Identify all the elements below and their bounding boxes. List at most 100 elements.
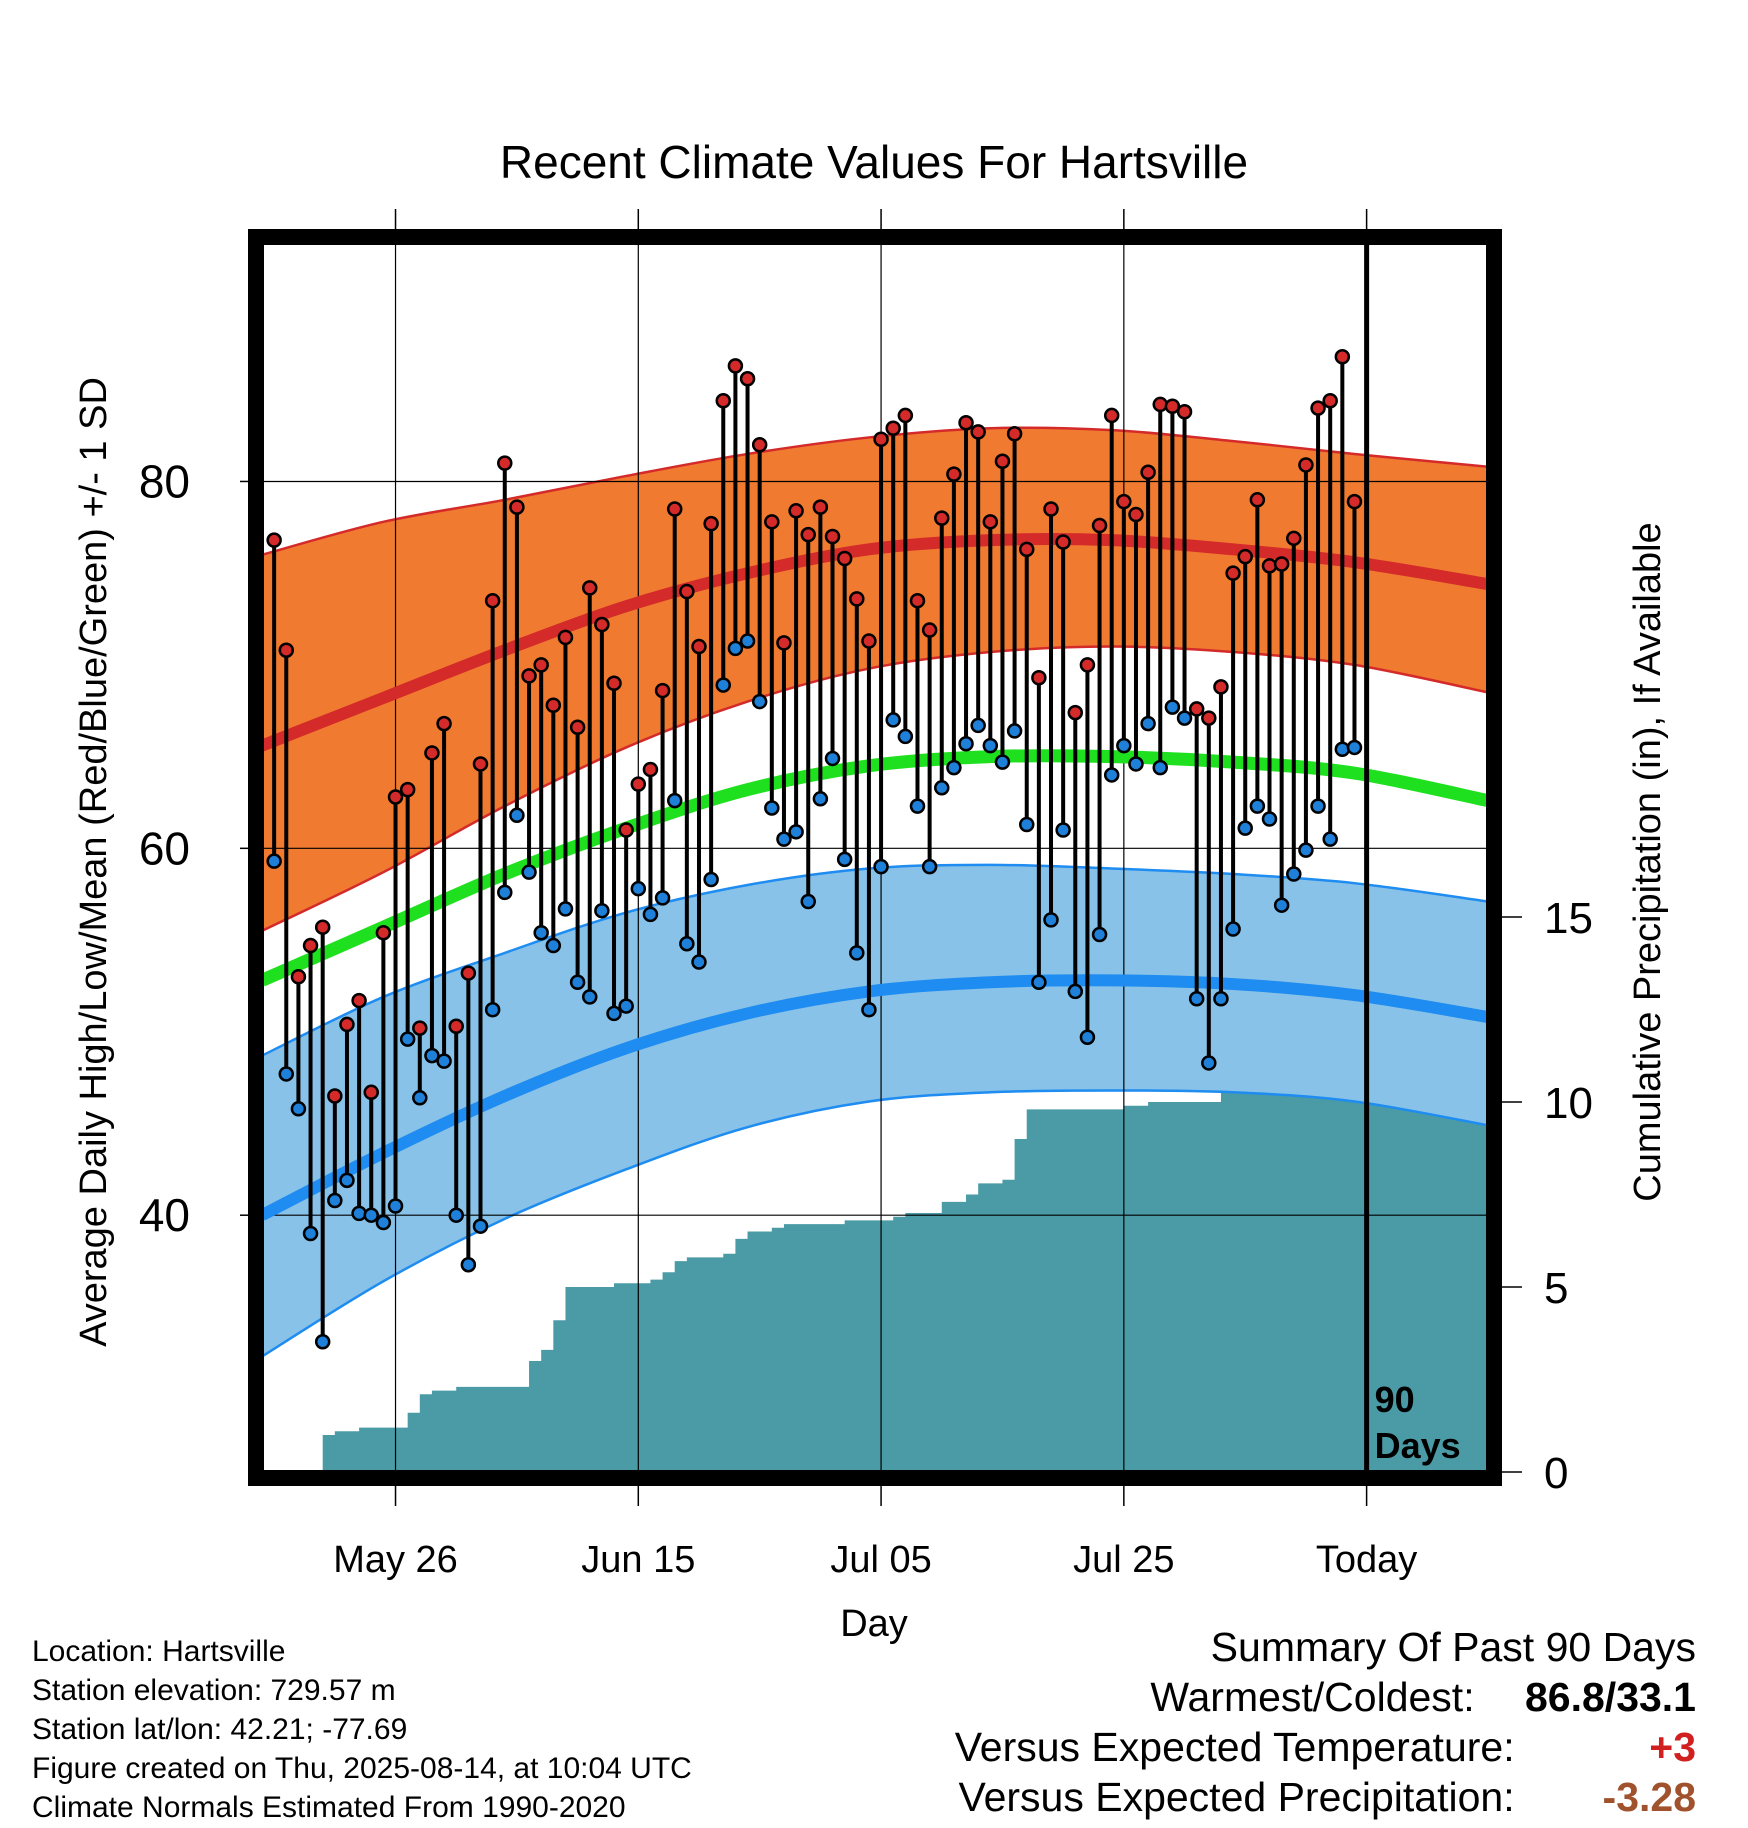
low-point bbox=[1116, 737, 1132, 754]
low-point bbox=[654, 890, 671, 906]
low-point bbox=[606, 1005, 622, 1022]
high-point bbox=[581, 580, 598, 596]
high-point bbox=[302, 937, 319, 954]
low-point bbox=[873, 858, 889, 875]
high-point bbox=[278, 642, 295, 658]
high-point bbox=[290, 968, 307, 985]
high-point bbox=[509, 499, 525, 515]
high-point bbox=[1188, 701, 1205, 717]
high-point bbox=[703, 515, 719, 532]
high-point bbox=[909, 592, 926, 609]
high-point bbox=[351, 992, 367, 1009]
high-point bbox=[921, 622, 938, 638]
high-point bbox=[1273, 556, 1290, 572]
axes: 40 60 80 0 5 10 15 May 26 Jun 15 Jul 05 Jul 25 Toda… bbox=[139, 209, 1593, 1581]
low-point bbox=[727, 640, 744, 657]
low-point bbox=[363, 1207, 379, 1223]
high-point bbox=[436, 715, 452, 732]
high-point bbox=[788, 503, 804, 519]
low-point bbox=[581, 989, 598, 1005]
low-point bbox=[1201, 1055, 1217, 1071]
low-point bbox=[836, 851, 853, 868]
low-point bbox=[1018, 816, 1035, 833]
low-point bbox=[1091, 926, 1108, 943]
high-point bbox=[1225, 565, 1241, 581]
high-point bbox=[1298, 457, 1314, 473]
high-point bbox=[448, 1018, 464, 1035]
y2-tick-label: 0 bbox=[1544, 1449, 1568, 1498]
low-point bbox=[375, 1214, 392, 1231]
low-point bbox=[921, 858, 938, 875]
low-point bbox=[1079, 1029, 1096, 1046]
low-point bbox=[266, 853, 282, 869]
low-point bbox=[569, 974, 586, 990]
x-tick-label: Jun 15 bbox=[581, 1539, 695, 1581]
high-point bbox=[1091, 517, 1108, 534]
low-point bbox=[982, 737, 999, 754]
low-point bbox=[302, 1225, 319, 1242]
high-point bbox=[314, 919, 331, 935]
low-point bbox=[521, 864, 537, 880]
high-point bbox=[594, 616, 610, 633]
low-point bbox=[339, 1172, 355, 1189]
high-point bbox=[1018, 541, 1035, 558]
low-point bbox=[1031, 974, 1047, 990]
high-point bbox=[1261, 558, 1278, 574]
low-point bbox=[1225, 921, 1241, 937]
high-mean-line bbox=[262, 533, 1488, 752]
low-point bbox=[909, 798, 926, 814]
high-point bbox=[1322, 393, 1338, 409]
high-point bbox=[1152, 396, 1169, 413]
low-point bbox=[497, 884, 513, 901]
summary-precip-row: Versus Expected Precipitation: -3.28 bbox=[796, 1772, 1697, 1822]
low-point bbox=[1006, 723, 1023, 739]
low-point bbox=[1249, 798, 1266, 814]
y2-tick-label: 5 bbox=[1544, 1264, 1568, 1313]
low-point bbox=[776, 831, 792, 847]
high-point bbox=[691, 638, 707, 655]
high-point bbox=[497, 455, 513, 471]
low-point bbox=[436, 1053, 452, 1069]
low-point bbox=[1273, 897, 1290, 913]
summary-panel: Summary Of Past 90 Days Warmest/Coldest:… bbox=[796, 1622, 1696, 1822]
x-tick-label: Today bbox=[1316, 1539, 1417, 1581]
warmest-label: Warmest/Coldest: bbox=[1150, 1674, 1475, 1720]
low-point bbox=[278, 1066, 295, 1082]
high-point bbox=[666, 501, 683, 517]
high-point bbox=[727, 358, 744, 374]
low-point bbox=[666, 792, 683, 809]
high-point bbox=[1103, 407, 1120, 424]
low-point bbox=[642, 906, 659, 923]
low-point bbox=[424, 1047, 440, 1064]
low-point bbox=[800, 893, 816, 910]
low-point bbox=[399, 1031, 416, 1047]
low-point bbox=[1188, 990, 1205, 1007]
high-point bbox=[836, 550, 853, 567]
high-point bbox=[375, 924, 392, 941]
low-point bbox=[1334, 741, 1351, 758]
precip-label: Versus Expected Precipitation: bbox=[958, 1774, 1515, 1820]
high-point bbox=[618, 822, 634, 838]
low-point bbox=[1067, 983, 1084, 1000]
low-point bbox=[557, 901, 574, 917]
high-point bbox=[484, 592, 501, 609]
created-text: Figure created on Thu, 2025-08-14, at 10… bbox=[32, 1752, 692, 1785]
low-point bbox=[861, 1001, 877, 1018]
low-point bbox=[849, 945, 865, 961]
low-point bbox=[788, 824, 804, 840]
high-point bbox=[1176, 404, 1193, 420]
low-point bbox=[885, 712, 901, 728]
temp-value: +3 bbox=[1649, 1724, 1696, 1770]
low-point bbox=[994, 754, 1011, 770]
high-point bbox=[1055, 534, 1071, 550]
today-days-label: 90 Days bbox=[1375, 1379, 1461, 1466]
low-point bbox=[1103, 767, 1120, 783]
low-point bbox=[1322, 831, 1338, 847]
high-point bbox=[569, 719, 586, 736]
high-point bbox=[339, 1016, 355, 1033]
plot-frame bbox=[248, 229, 1502, 1486]
high-point bbox=[606, 675, 622, 691]
x-axis-label: Day bbox=[840, 1603, 908, 1645]
station-info: Location: Hartsville Station elevation: … bbox=[32, 1632, 692, 1827]
